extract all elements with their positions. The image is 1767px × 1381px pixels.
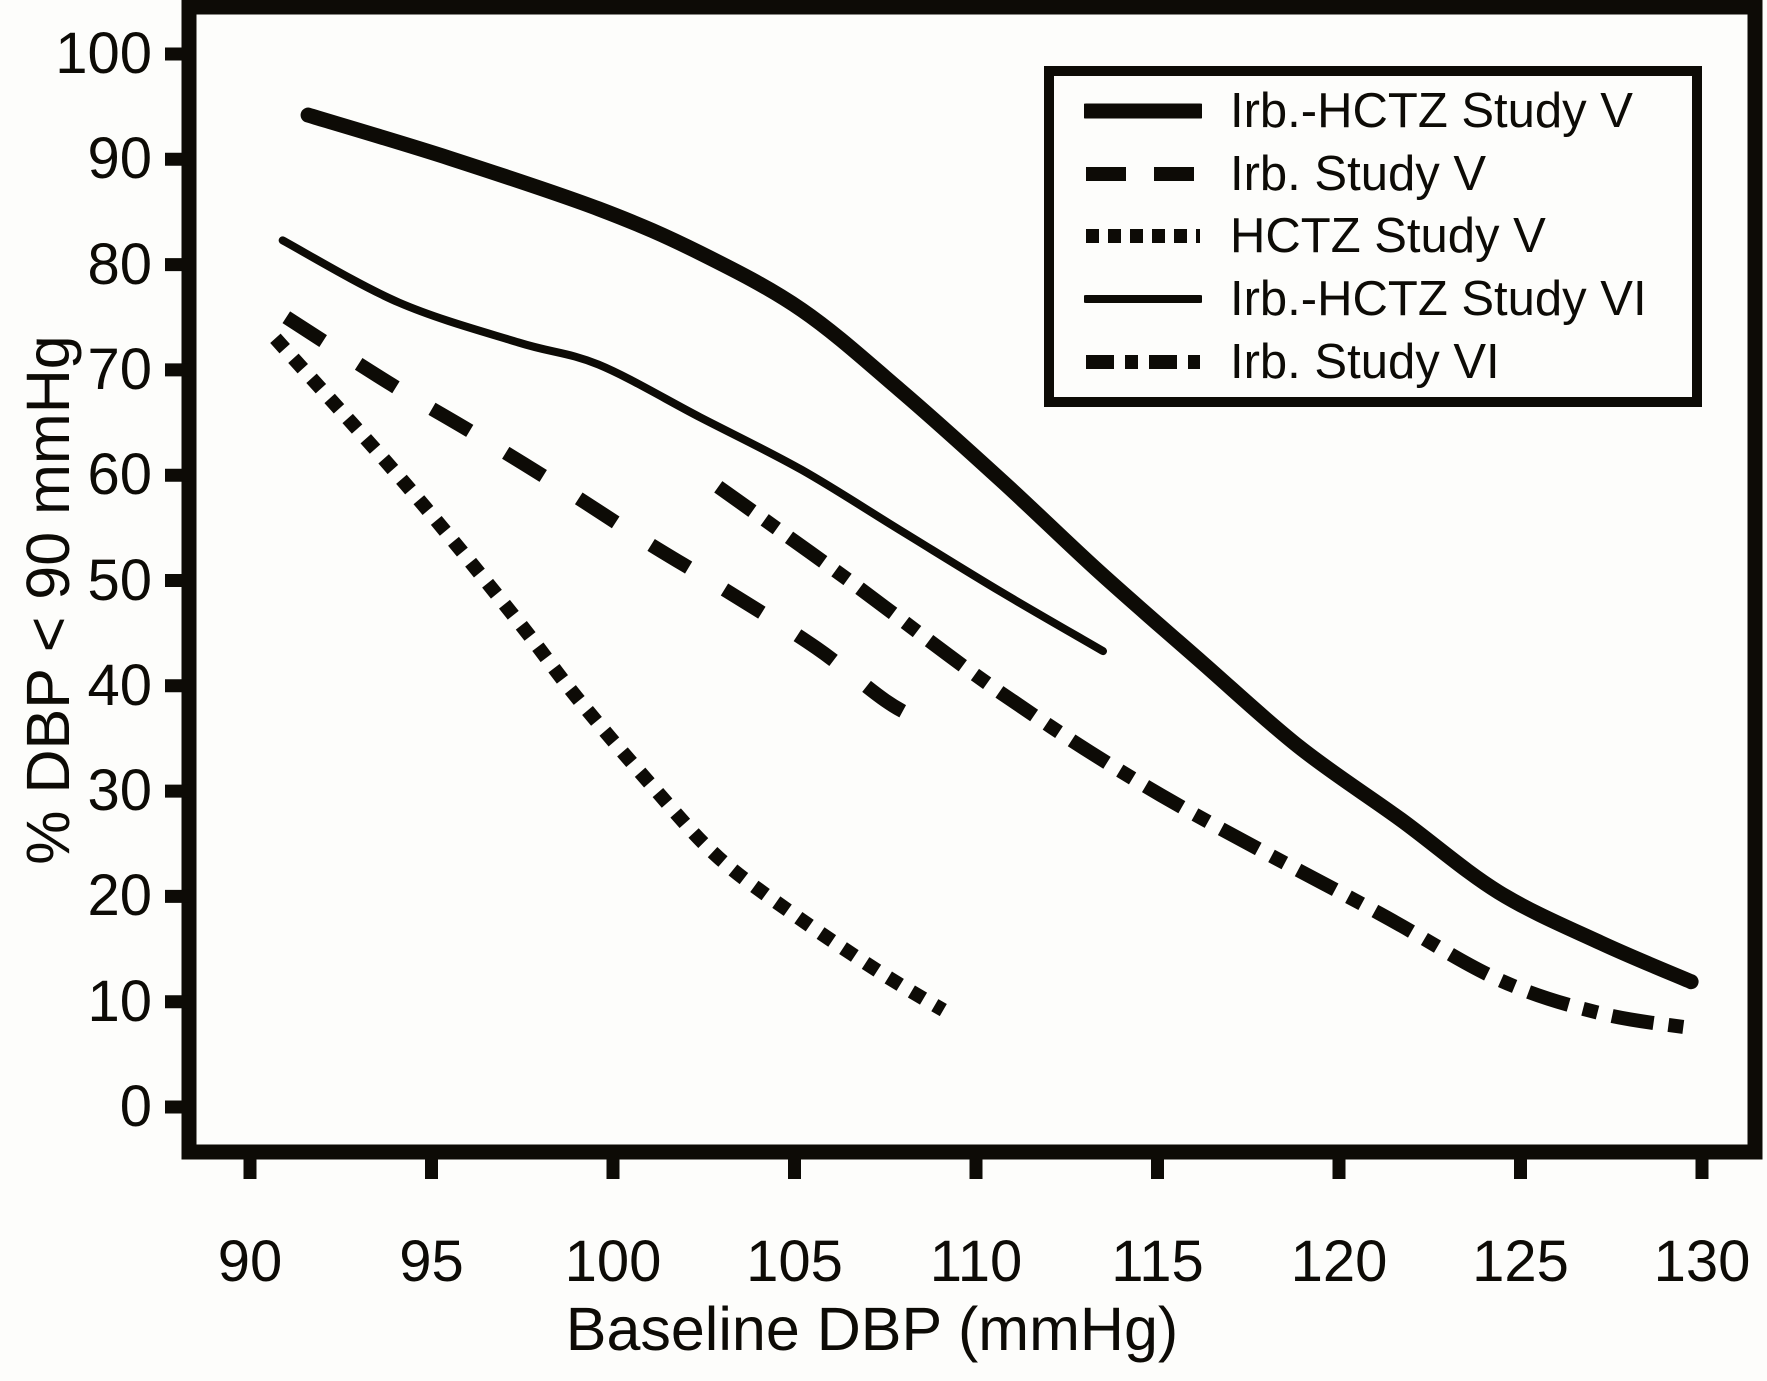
x-tick-label: 120 <box>1290 1229 1388 1294</box>
x-tick-label: 110 <box>929 1229 1023 1294</box>
y-tick-label: 40 <box>87 652 152 718</box>
legend-label: Irb. Study VI <box>1230 335 1500 390</box>
y-tick-label: 50 <box>87 547 152 613</box>
x-tick-label: 90 <box>217 1229 283 1294</box>
legend-row-irb-study-v: Irb. Study V <box>1084 146 1692 202</box>
x-tick-label: 95 <box>399 1229 464 1294</box>
y-tick-label: 20 <box>87 863 152 929</box>
series-curve-dotted <box>270 333 947 1017</box>
y-tick-label: 70 <box>87 336 152 402</box>
legend-label: HCTZ Study V <box>1230 209 1546 264</box>
x-tick-label: 130 <box>1653 1229 1751 1294</box>
x-tick-label: 105 <box>746 1229 843 1294</box>
legend-swatch-solid-thin-icon <box>1084 295 1202 304</box>
x-axis-title: Baseline DBP (mmHg) <box>565 1295 1179 1363</box>
legend-label: Irb.-HCTZ Study VI <box>1230 272 1647 327</box>
legend-label: Irb.-HCTZ Study V <box>1230 83 1633 138</box>
legend-swatch-dotted-icon <box>1086 229 1200 244</box>
series-curve-dash-dot <box>714 481 1693 1035</box>
legend-swatch-solid-thick-icon <box>1084 103 1202 119</box>
legend-row-hctz-study-v: HCTZ Study V <box>1084 208 1692 264</box>
series-curve-dashed <box>282 311 925 727</box>
y-tick-label: 0 <box>119 1074 152 1139</box>
x-tick-label: 100 <box>564 1229 662 1294</box>
legend-row-irb-hctz-study-vi: Irb.-HCTZ Study VI <box>1084 271 1692 327</box>
legend-swatch-dashed-icon <box>1086 166 1200 181</box>
x-tick-label: 115 <box>1111 1229 1204 1294</box>
series-curve-solid-thick <box>300 107 1699 990</box>
legend-row-irb-hctz-study-v: Irb.-HCTZ Study V <box>1084 83 1692 139</box>
y-tick-label: 80 <box>87 231 152 297</box>
y-tick-label: 60 <box>87 442 152 508</box>
x-tick-label: 125 <box>1472 1229 1569 1294</box>
legend-row-irb-study-vi: Irb. Study VI <box>1084 334 1692 390</box>
legend-box: Irb.-HCTZ Study V Irb. Study V HCTZ Stud… <box>1044 66 1702 407</box>
y-tick-label: 30 <box>87 758 152 824</box>
y-tick-label: 10 <box>87 968 152 1034</box>
legend-swatch-dash-dot-icon <box>1086 355 1200 370</box>
series-curve-solid-thin <box>278 236 1107 656</box>
y-tick-label: 90 <box>87 126 152 192</box>
y-tick-label: 100 <box>55 21 152 86</box>
legend-label: Irb. Study V <box>1230 146 1487 201</box>
